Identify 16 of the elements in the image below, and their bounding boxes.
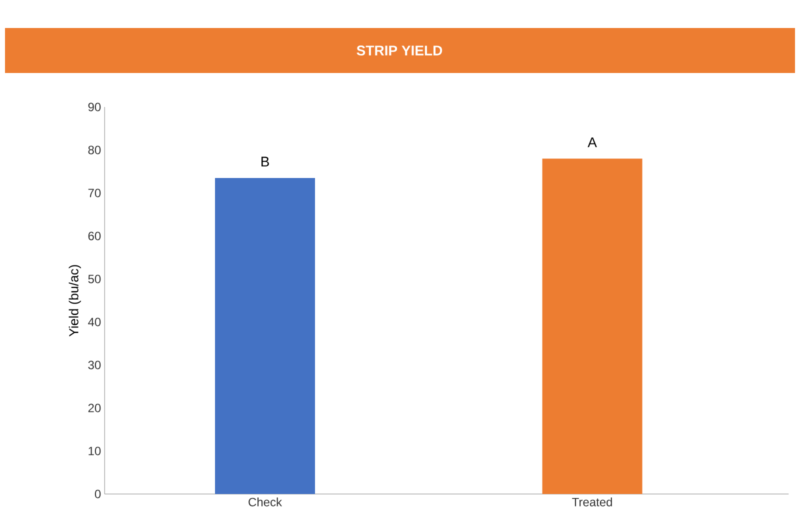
y-tick-label: 0 [94, 490, 101, 498]
y-axis-title: Yield (bu/ac) [68, 265, 81, 336]
y-tick-label: 40 [88, 318, 101, 326]
y-tick-label: 60 [88, 232, 101, 240]
chart-title: STRIP YIELD [356, 46, 442, 56]
y-tick-label: 90 [88, 102, 101, 112]
y-tick-label: 10 [88, 446, 101, 456]
y-tick-label: 20 [88, 404, 101, 412]
y-tick-label: 70 [88, 188, 101, 198]
annotation: B [261, 156, 269, 166]
y-tick-label: 30 [88, 360, 101, 370]
x-tick-label: Treated [572, 498, 612, 506]
x-tick-label: Check [248, 498, 282, 506]
annotation: A [588, 137, 597, 148]
y-tick-label: 50 [88, 274, 101, 284]
y-tick-label: 80 [88, 146, 101, 154]
